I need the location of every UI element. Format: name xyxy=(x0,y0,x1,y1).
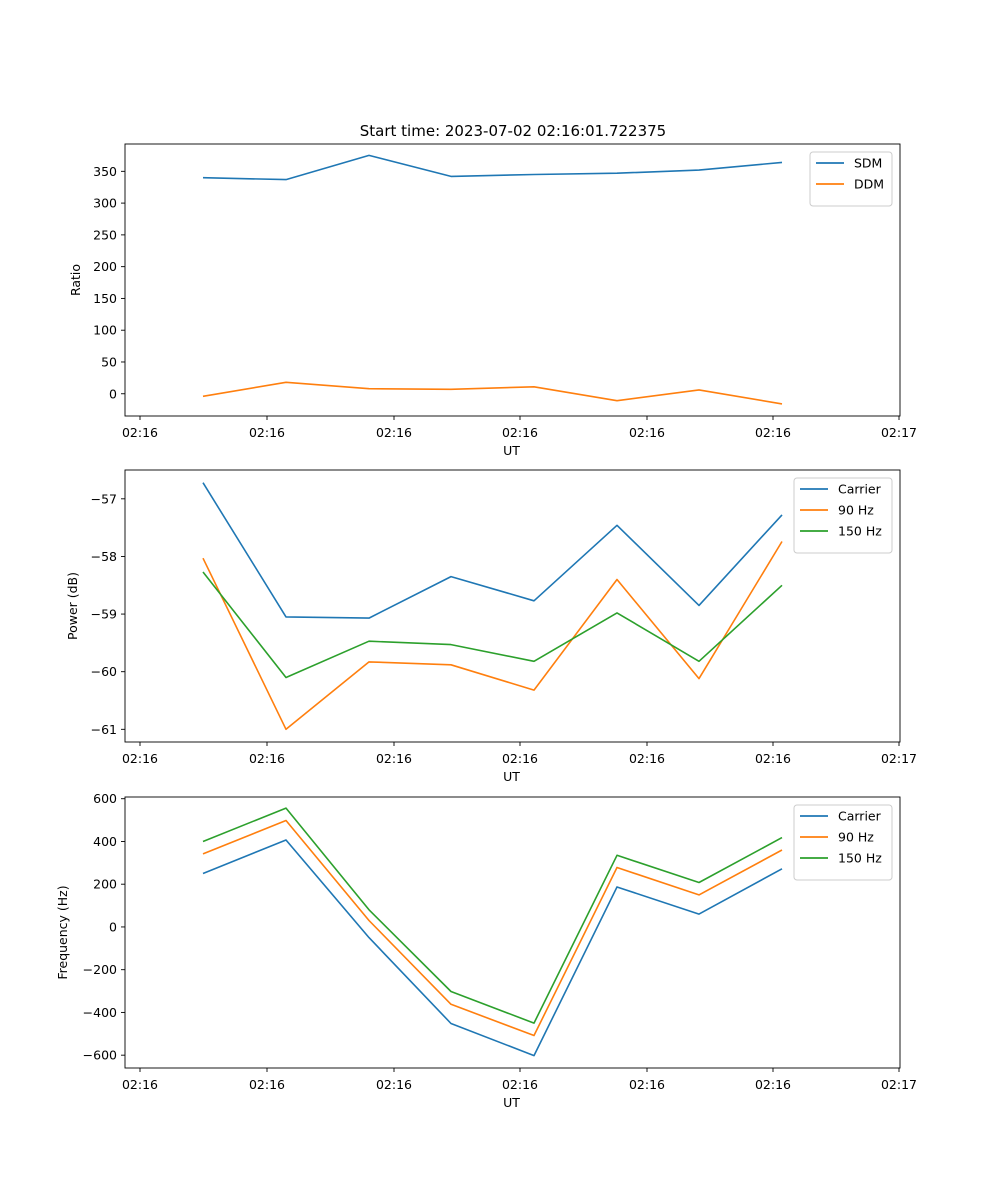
x-tick-label: 02:16 xyxy=(249,425,285,440)
y-tick-label: −59 xyxy=(91,607,117,622)
y-tick-label: 400 xyxy=(93,834,117,849)
x-tick-label: 02:16 xyxy=(755,751,791,766)
x-tick-label: 02:17 xyxy=(881,425,917,440)
y-tick-label: 50 xyxy=(101,354,117,369)
x-tick-label: 02:16 xyxy=(502,425,538,440)
axes-frame xyxy=(124,469,901,743)
y-axis-label: Power (dB) xyxy=(65,572,80,640)
x-tick-label: 02:16 xyxy=(502,751,538,766)
axes-frame xyxy=(124,143,901,417)
series-line-90-hz xyxy=(202,541,783,731)
legend: Carrier 90 Hz 150 Hz xyxy=(793,477,893,554)
legend-box xyxy=(793,804,893,881)
legend-box xyxy=(809,151,893,207)
y-tick-label: 350 xyxy=(93,164,117,179)
chart-panel-2: −61 −60 −59 −58 −57 02:16 02:16 02:16 02:16 02:16… xyxy=(65,469,917,784)
y-tick-label: −200 xyxy=(83,962,117,977)
y-tick-label: 0 xyxy=(109,386,117,401)
y-tick-label: −61 xyxy=(91,722,117,737)
x-tick-label: 02:16 xyxy=(376,1077,412,1092)
y-tick-label: 200 xyxy=(93,877,117,892)
y-tick-label: −400 xyxy=(83,1005,117,1020)
y-tick-label: 150 xyxy=(93,291,117,306)
y-tick-label: 200 xyxy=(93,259,117,274)
legend-label: DDM xyxy=(854,177,884,192)
legend-label: Carrier xyxy=(838,482,882,497)
y-axis-label: Frequency (Hz) xyxy=(55,885,70,979)
y-tick-label: 300 xyxy=(93,196,117,211)
series-line-sdm xyxy=(202,154,783,181)
y-tick-label: −60 xyxy=(91,664,117,679)
y-tick-label: 100 xyxy=(93,323,117,338)
chart-panel-3: −600 −400 −200 0 200 400 600 02:16 02:16 02:16 02:… xyxy=(55,791,917,1110)
legend-label: 90 Hz xyxy=(838,503,874,518)
y-tick-label: 250 xyxy=(93,227,117,242)
series-line-ddm xyxy=(202,381,783,405)
x-tick-label: 02:16 xyxy=(502,1077,538,1092)
y-tick-label: 0 xyxy=(109,919,117,934)
x-tick-label: 02:16 xyxy=(755,1077,791,1092)
legend-box xyxy=(793,477,893,554)
x-tick-label: 02:16 xyxy=(376,425,412,440)
y-axis-label: Ratio xyxy=(68,264,83,296)
x-tick-label: 02:16 xyxy=(629,751,665,766)
chart-panel-1: 0 50 100 150 200 250 300 350 02:16 02:16 02:16 02:1… xyxy=(68,143,917,458)
legend: Carrier 90 Hz 150 Hz xyxy=(793,804,893,881)
y-tick-label: −600 xyxy=(83,1048,117,1063)
legend-label: 150 Hz xyxy=(838,524,882,539)
series-line-carrier xyxy=(202,839,783,1057)
legend: SDM DDM xyxy=(809,151,893,207)
y-tick-label: −58 xyxy=(91,549,117,564)
axes-frame xyxy=(124,796,901,1069)
series-line-150-hz xyxy=(202,571,783,679)
x-axis-label: UT xyxy=(503,1095,520,1110)
x-tick-label: 02:17 xyxy=(881,751,917,766)
x-axis-label: UT xyxy=(503,769,520,784)
x-axis-label: UT xyxy=(503,443,520,458)
x-tick-label: 02:16 xyxy=(629,1077,665,1092)
legend-label: 90 Hz xyxy=(838,830,874,845)
figure-title: Start time: 2023-07-02 02:16:01.722375 xyxy=(360,122,666,140)
x-tick-label: 02:16 xyxy=(122,425,158,440)
series-line-90-hz xyxy=(202,819,783,1037)
x-tick-label: 02:16 xyxy=(376,751,412,766)
y-tick-label: −57 xyxy=(91,491,117,506)
legend-label: 150 Hz xyxy=(838,851,882,866)
panels: 0 50 100 150 200 250 300 350 02:16 02:16 02:16 02:1… xyxy=(55,143,917,1110)
x-tick-label: 02:16 xyxy=(122,1077,158,1092)
x-tick-label: 02:16 xyxy=(755,425,791,440)
y-tick-label: 600 xyxy=(93,791,117,806)
series-line-150-hz xyxy=(202,807,783,1024)
x-tick-label: 02:16 xyxy=(249,751,285,766)
x-tick-label: 02:17 xyxy=(881,1077,917,1092)
series-line-carrier xyxy=(202,482,783,619)
x-tick-label: 02:16 xyxy=(249,1077,285,1092)
x-tick-label: 02:16 xyxy=(629,425,665,440)
x-tick-label: 02:16 xyxy=(122,751,158,766)
legend-label: SDM xyxy=(854,156,882,171)
legend-label: Carrier xyxy=(838,809,882,824)
